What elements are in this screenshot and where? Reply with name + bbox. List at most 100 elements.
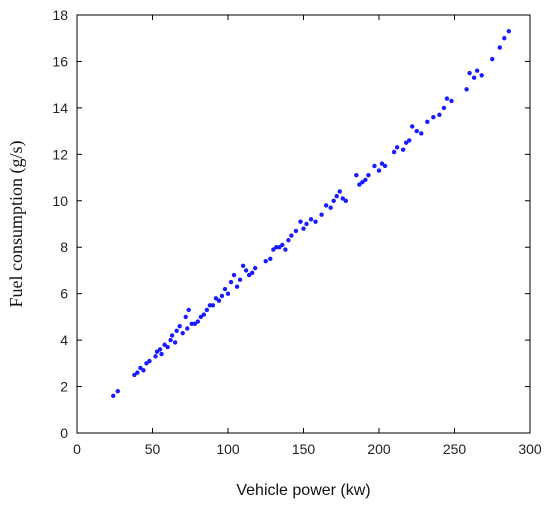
scatter-point: [207, 303, 213, 308]
y-tick-label: 4: [60, 332, 68, 348]
scatter-point: [444, 96, 450, 101]
scatter-point: [237, 277, 243, 282]
scatter-point: [298, 219, 303, 224]
x-tick-label: 200: [367, 441, 391, 457]
scatter-point: [304, 221, 309, 227]
scatter-point: [204, 307, 210, 313]
x-axis-title: Vehicle power (kw): [236, 482, 370, 499]
scatter-point: [162, 342, 167, 347]
scatter-point: [407, 138, 412, 143]
scatter-point: [490, 56, 495, 62]
scatter-point: [410, 124, 415, 129]
y-tick-label: 12: [52, 146, 68, 162]
scatter-point: [357, 182, 362, 187]
scatter-point: [177, 323, 182, 329]
scatter-point: [111, 393, 116, 399]
scatter-point: [132, 372, 137, 378]
scatter-point: [497, 45, 502, 50]
y-tick-label: 14: [52, 100, 68, 116]
scatter-point: [506, 29, 512, 34]
scatter-point: [431, 114, 436, 120]
scatter-point: [210, 303, 216, 308]
scatter-point: [328, 205, 333, 210]
scatter-point: [141, 368, 146, 373]
scatter-point: [372, 163, 377, 169]
scatter-point: [376, 168, 382, 173]
y-axis-ticks: 0 2 4 6 8 10 12 14 16 18: [52, 7, 530, 441]
scatter-point: [219, 293, 225, 299]
scatter-point: [243, 268, 249, 273]
scatter-point: [419, 131, 424, 136]
scatter-point: [301, 226, 306, 231]
scatter-point: [343, 198, 348, 203]
scatter-point: [263, 258, 268, 264]
scatter-point: [379, 161, 385, 166]
scatter-point: [234, 284, 240, 289]
scatter-point: [502, 36, 507, 41]
scatter-point: [201, 312, 207, 317]
scatter-point: [382, 163, 388, 169]
scatter-point: [249, 270, 255, 275]
x-tick-label: 150: [292, 441, 316, 457]
scatter-point: [115, 389, 120, 394]
scatter-point: [225, 291, 231, 296]
scatter-points: [111, 29, 512, 399]
scatter-point: [153, 354, 158, 359]
x-tick-label: 0: [73, 441, 81, 457]
scatter-point: [286, 238, 291, 243]
scatter-point: [213, 296, 219, 301]
x-tick-label: 50: [145, 441, 161, 457]
scatter-point: [271, 247, 276, 252]
scatter-point: [354, 173, 359, 178]
scatter-point: [400, 147, 406, 152]
y-tick-label: 8: [60, 239, 68, 255]
y-tick-label: 16: [52, 53, 68, 69]
x-tick-label: 100: [216, 441, 240, 457]
scatter-point: [403, 140, 409, 145]
scatter-point: [189, 321, 194, 327]
scatter-point: [274, 245, 279, 250]
scatter-point: [474, 68, 480, 73]
scatter-point: [246, 272, 252, 278]
y-tick-label: 2: [60, 379, 68, 395]
y-tick-label: 0: [60, 425, 68, 441]
scatter-point: [277, 245, 282, 250]
scatter-point: [467, 70, 472, 76]
scatter-point: [216, 298, 222, 303]
scatter-point: [198, 314, 204, 320]
scatter-point: [425, 119, 430, 125]
scatter-point: [437, 112, 442, 118]
scatter-point: [228, 279, 234, 285]
scatter-point: [183, 314, 188, 320]
scatter-point: [240, 263, 246, 268]
scatter-point: [157, 347, 163, 352]
scatter-point: [185, 326, 190, 331]
x-tick-label: 250: [443, 441, 467, 457]
scatter-point: [441, 105, 447, 111]
scatter-point: [222, 286, 228, 292]
scatter-point: [464, 87, 469, 92]
scatter-point: [479, 73, 484, 78]
scatter-point: [283, 247, 288, 252]
scatter-point: [308, 217, 314, 222]
scatter-point: [334, 193, 339, 199]
scatter-point: [147, 358, 152, 364]
scatter-point: [391, 149, 397, 155]
scatter-point: [268, 256, 273, 262]
scatter-point: [323, 203, 329, 208]
y-tick-label: 18: [52, 7, 68, 23]
y-axis-title: Fuel consumption (g/s): [6, 141, 27, 308]
scatter-point: [313, 219, 318, 224]
scatter-point: [337, 189, 342, 194]
y-tick-label: 10: [52, 193, 68, 209]
scatter-point: [363, 177, 368, 183]
y-tick-label: 6: [60, 286, 68, 302]
scatter-point: [366, 173, 371, 178]
scatter-point: [471, 75, 477, 80]
scatter-point: [289, 233, 294, 238]
scatter-point: [174, 328, 179, 334]
scatter-point: [135, 370, 140, 375]
scatter-point: [293, 228, 299, 234]
scatter-point: [168, 337, 173, 343]
x-axis-ticks: 0 50 100 150 200 250 300: [73, 15, 542, 457]
